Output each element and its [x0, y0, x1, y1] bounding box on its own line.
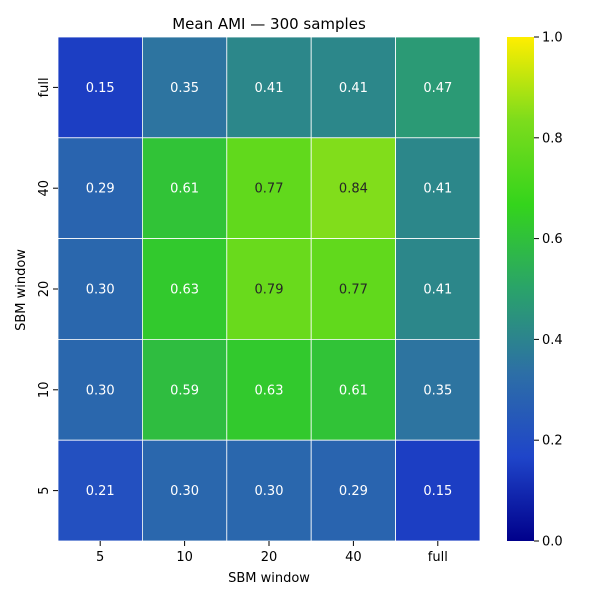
cell-value-label: 0.30 — [255, 484, 284, 499]
colorbar-tick-label: 0.6 — [542, 232, 563, 247]
heatmap-cell — [226, 238, 312, 340]
cell-value-label: 0.35 — [423, 383, 452, 398]
cell-value-label: 0.84 — [339, 182, 368, 197]
y-tick-label: 5 — [37, 486, 52, 494]
x-tick-label: 20 — [261, 550, 278, 565]
cell-value-label: 0.30 — [86, 283, 115, 298]
x-tick-label: 10 — [176, 550, 193, 565]
heatmap-cell — [310, 36, 397, 139]
cell-value-label: 0.63 — [255, 383, 284, 398]
cell-value-label: 0.15 — [423, 484, 452, 499]
cell-value-label: 0.77 — [255, 182, 284, 197]
cell-value-label: 0.29 — [86, 182, 115, 197]
colorbar-tick-label: 0.0 — [542, 535, 563, 550]
heatmap-cell — [395, 238, 481, 340]
heatmap-cell — [57, 439, 143, 542]
heatmap-cell — [310, 238, 397, 340]
cell-value-label: 0.63 — [170, 283, 199, 298]
x-tick-label: 5 — [96, 550, 104, 565]
heatmap-cell — [226, 137, 312, 240]
heatmap-cell — [395, 137, 481, 240]
cell-value-label: 0.30 — [170, 484, 199, 499]
y-tick-label: 20 — [37, 281, 52, 298]
heatmap-cell — [395, 439, 481, 542]
chart-title: Mean AMI — 300 samples — [172, 15, 366, 33]
cell-value-label: 0.61 — [339, 383, 368, 398]
cell-value-label: 0.61 — [170, 182, 199, 197]
cell-value-label: 0.29 — [339, 484, 368, 499]
y-tick-label: 10 — [37, 382, 52, 399]
heatmap-cell — [57, 137, 143, 240]
y-axis-ticks: full 40 20 10 5 — [37, 77, 58, 495]
cell-value-label: 0.77 — [339, 283, 368, 298]
colorbar-tick-label: 0.8 — [542, 131, 563, 146]
heatmap-cell — [141, 238, 228, 340]
cell-value-label: 0.35 — [170, 81, 199, 96]
cell-value-label: 0.41 — [339, 81, 368, 96]
heatmap-cell — [310, 338, 397, 441]
colorbar-tick-label: 0.4 — [542, 333, 563, 348]
heatmap-cell — [395, 36, 481, 139]
x-axis-ticks: 5 10 20 40 full — [96, 541, 448, 565]
heatmap-cell — [395, 338, 481, 441]
cell-value-label: 0.41 — [423, 283, 452, 298]
cell-value-label: 0.30 — [86, 383, 115, 398]
colorbar-tick-label: 1.0 — [542, 31, 563, 46]
colorbar-ticks: 0.0 0.2 0.4 0.6 0.8 1.0 — [534, 31, 563, 550]
heatmap-cell-labels: 0.15 0.35 0.41 0.41 0.47 0.29 0.61 0.77 0.84 0.41… — [86, 81, 453, 499]
cell-value-label: 0.15 — [86, 81, 115, 96]
colorbar — [507, 37, 534, 541]
x-axis-label: SBM window — [228, 571, 310, 586]
heatmap-cell — [57, 36, 143, 139]
y-tick-label: 40 — [37, 180, 52, 197]
cell-value-label: 0.41 — [255, 81, 284, 96]
y-axis-label: SBM window — [14, 249, 29, 331]
cell-value-label: 0.21 — [86, 484, 115, 499]
cell-value-label: 0.59 — [170, 383, 199, 398]
cell-value-label: 0.41 — [423, 182, 452, 197]
cell-value-label: 0.47 — [423, 81, 452, 96]
x-tick-label: 40 — [345, 550, 362, 565]
heatmap-cell — [226, 439, 312, 542]
heatmap-cell — [226, 36, 312, 139]
cell-value-label: 0.79 — [255, 283, 284, 298]
colorbar-tick-label: 0.2 — [542, 434, 563, 449]
heatmap-cell — [141, 36, 228, 139]
heatmap-cell — [141, 439, 228, 542]
heatmap-cell — [226, 338, 312, 441]
heatmap-cell — [141, 338, 228, 441]
y-tick-label: full — [37, 77, 52, 97]
x-tick-label: full — [428, 550, 448, 565]
heatmap-cells — [57, 36, 481, 542]
